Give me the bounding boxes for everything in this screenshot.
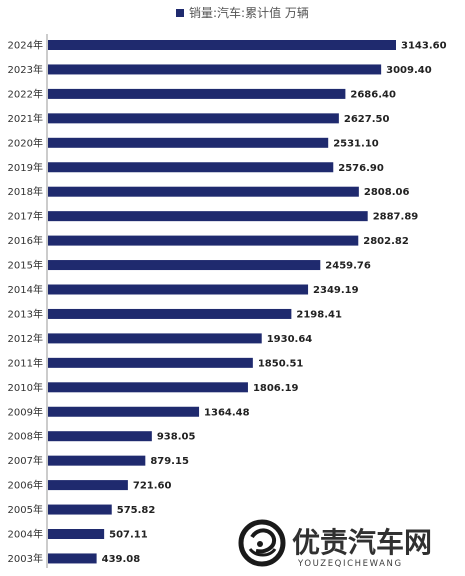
bar-2018年 xyxy=(48,186,359,197)
bar-2024年 xyxy=(48,40,396,50)
bar-2011年 xyxy=(48,357,253,368)
value-label: 2531.10 xyxy=(333,138,379,149)
value-label: 575.82 xyxy=(117,505,156,516)
value-label: 721.60 xyxy=(133,481,172,492)
category-label: 2005年 xyxy=(8,503,43,516)
category-label: 2020年 xyxy=(8,136,43,149)
value-label: 3009.40 xyxy=(386,65,432,76)
value-label: 2349.19 xyxy=(313,285,359,296)
value-label: 938.05 xyxy=(157,432,196,443)
bar-2019年 xyxy=(48,162,334,173)
category-label: 2007年 xyxy=(8,454,43,467)
bar-2022年 xyxy=(48,88,346,99)
category-label: 2003年 xyxy=(8,552,43,565)
category-label: 2018年 xyxy=(8,185,43,198)
legend: 销量:汽车:累计值 万辆 xyxy=(176,5,309,20)
bar-2016年 xyxy=(48,235,359,246)
bar-2006年 xyxy=(48,480,128,491)
category-label: 2017年 xyxy=(8,210,43,223)
category-label: 2015年 xyxy=(8,259,43,272)
bars xyxy=(48,40,396,564)
value-label: 507.11 xyxy=(109,530,148,541)
bar-2013年 xyxy=(48,308,292,319)
bar-2023年 xyxy=(48,64,382,75)
bar-2020年 xyxy=(48,137,329,148)
category-label: 2008年 xyxy=(8,430,43,443)
bar-2012年 xyxy=(48,333,262,344)
value-label: 2576.90 xyxy=(338,163,384,174)
bar-2010年 xyxy=(48,382,248,393)
value-labels: 3143.60 3009.40 2686.40 2627.50 2531.10 2576.… xyxy=(102,41,447,565)
bar-2007年 xyxy=(48,455,146,466)
value-label: 2686.40 xyxy=(350,89,396,100)
category-label: 2012年 xyxy=(8,332,43,345)
category-label: 2006年 xyxy=(8,479,43,492)
category-label: 2019年 xyxy=(8,161,43,174)
category-label: 2011年 xyxy=(8,356,43,369)
bar-2021年 xyxy=(48,113,339,124)
bar-2004年 xyxy=(48,529,105,539)
value-label: 2198.41 xyxy=(296,309,342,320)
category-labels: 2024年 2023年 2022年 2021年 2020年 2019年 2018年 2017年… xyxy=(8,39,43,565)
bar-2009年 xyxy=(48,406,200,417)
value-label: 2887.89 xyxy=(373,212,419,223)
legend-swatch xyxy=(176,9,184,17)
bar-2008年 xyxy=(48,431,152,442)
category-label: 2004年 xyxy=(8,528,43,541)
category-label: 2009年 xyxy=(8,405,43,418)
legend-label: 销量:汽车:累计值 万辆 xyxy=(189,5,309,20)
watermark: 优责汽车网 YOUZEQICHEWANG xyxy=(238,519,432,569)
category-label: 2021年 xyxy=(8,112,43,125)
bar-2003年 xyxy=(48,553,97,564)
category-label: 2013年 xyxy=(8,307,43,320)
value-label: 1930.64 xyxy=(267,334,313,345)
category-label: 2024年 xyxy=(8,39,43,52)
value-label: 1364.48 xyxy=(204,407,250,418)
value-label: 2802.82 xyxy=(363,236,409,247)
bar-2017年 xyxy=(48,211,368,222)
value-label: 3143.60 xyxy=(401,41,447,52)
value-label: 1850.51 xyxy=(258,358,304,369)
bar-2005年 xyxy=(48,504,112,515)
bar-2015年 xyxy=(48,260,321,271)
category-label: 2023年 xyxy=(8,63,43,76)
value-label: 879.15 xyxy=(150,456,189,467)
value-label: 2627.50 xyxy=(344,114,390,125)
value-label: 439.08 xyxy=(102,554,141,565)
category-label: 2010年 xyxy=(8,381,43,394)
value-label: 2459.76 xyxy=(325,261,371,272)
value-label: 1806.19 xyxy=(253,383,299,394)
watermark-text: 优责汽车网 xyxy=(292,526,432,559)
value-label: 2808.06 xyxy=(364,187,410,198)
category-label: 2014年 xyxy=(8,283,43,296)
watermark-subtext: YOUZEQICHEWANG xyxy=(297,559,403,569)
category-label: 2022年 xyxy=(8,87,43,100)
category-label: 2016年 xyxy=(8,234,43,247)
watermark-logo-icon xyxy=(238,519,286,567)
bar-2014年 xyxy=(48,284,309,295)
